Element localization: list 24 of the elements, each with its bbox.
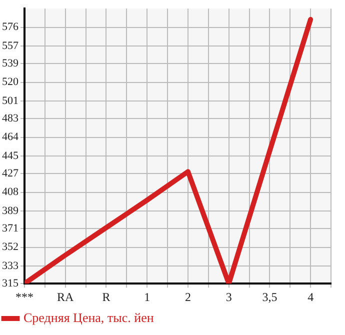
x-tick-label: 3: [226, 290, 232, 304]
y-tick-label: 445: [2, 150, 19, 162]
y-tick-label: 427: [2, 167, 19, 180]
y-tick-label: 333: [2, 260, 19, 272]
y-tick-label: 389: [2, 204, 19, 217]
legend-label: Средняя Цена, тыс. йен: [24, 310, 154, 325]
y-tick-label: 576: [2, 21, 19, 34]
y-tick-label: 501: [2, 94, 18, 107]
x-tick-label: 4: [308, 290, 314, 304]
x-tick-label: 2: [184, 290, 191, 304]
y-tick-label: 371: [2, 222, 18, 234]
x-tick-label: ***: [16, 290, 34, 304]
y-tick-label: 352: [2, 241, 18, 254]
x-tick-label: 1: [144, 290, 150, 304]
x-tick-label: RA: [57, 290, 74, 304]
x-tick-label: R: [102, 290, 110, 304]
y-tick-label: 464: [2, 131, 19, 144]
y-tick-label: 483: [2, 112, 19, 124]
x-tick-label: 3,5: [262, 290, 278, 304]
y-tick-label: 557: [2, 40, 19, 52]
y-tick-label: 520: [2, 76, 19, 88]
y-tick-label: 408: [2, 186, 19, 198]
y-tick-label: 315: [2, 277, 19, 290]
y-tick-label: 539: [2, 57, 19, 70]
